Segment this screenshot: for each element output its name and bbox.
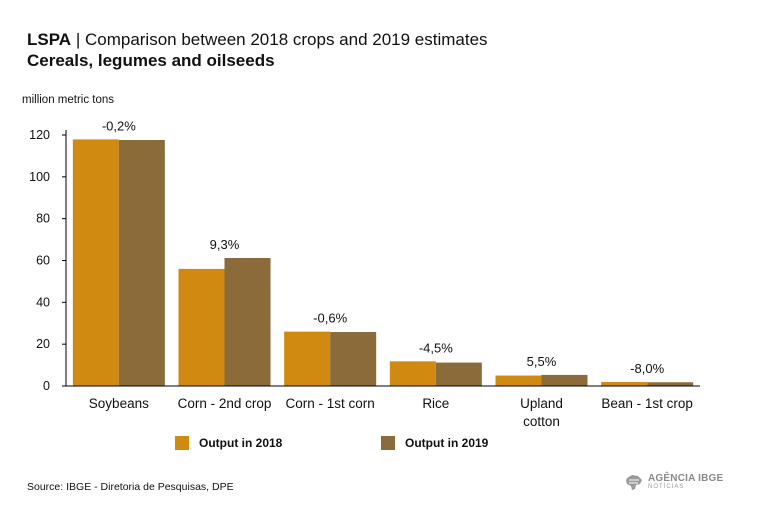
- bar-2018: [178, 268, 225, 386]
- x-tick-label: Upland: [520, 396, 563, 411]
- change-annotation: -0,6%: [313, 311, 347, 326]
- legend-swatch-2018: [175, 436, 189, 450]
- title-separator: |: [75, 30, 81, 49]
- change-annotation: 9,3%: [210, 237, 240, 252]
- y-tick-label: 120: [29, 128, 50, 142]
- y-tick-label: 40: [36, 295, 50, 309]
- y-tick-label: 20: [36, 337, 50, 351]
- logo-subtitle: NOTÍCIAS: [648, 484, 685, 490]
- change-annotation: -8,0%: [630, 361, 664, 376]
- title-text: Comparison between 2018 crops and 2019 e…: [84, 30, 488, 49]
- change-annotation: 5,5%: [527, 354, 557, 369]
- legend-item-2019: Output in 2019: [381, 436, 488, 450]
- title-prefix: LSPA: [27, 30, 72, 49]
- y-tick-label: 100: [29, 170, 50, 184]
- bar-2019: [330, 332, 377, 386]
- x-tick-label: Bean - 1st crop: [601, 396, 693, 411]
- bar-2019: [647, 382, 694, 386]
- y-tick-label: 60: [36, 254, 50, 268]
- logo-title: AGÊNCIA IBGE: [648, 473, 724, 484]
- bar-2018: [72, 139, 119, 386]
- bar-2018: [495, 375, 542, 386]
- agencia-ibge-logo: AGÊNCIA IBGE NOTÍCIAS: [624, 473, 723, 491]
- source-note: Source: IBGE - Diretoria de Pesquisas, D…: [27, 481, 234, 493]
- change-annotation: -0,2%: [102, 118, 136, 133]
- bar-2019: [541, 374, 588, 386]
- x-tick-label: Soybeans: [89, 396, 149, 411]
- chart-subtitle: Cereals, legumes and oilseeds: [27, 51, 275, 70]
- change-annotation: -4,5%: [419, 340, 453, 355]
- bar-2019: [118, 140, 165, 386]
- bar-2018: [284, 331, 331, 386]
- bar-2018: [389, 361, 436, 386]
- x-tick-label: Corn - 2nd crop: [178, 396, 272, 411]
- x-tick-label: Corn - 1st corn: [286, 396, 375, 411]
- x-tick-label: Rice: [422, 396, 449, 411]
- y-tick-label: 0: [43, 379, 50, 393]
- y-axis-label: million metric tons: [22, 94, 115, 106]
- legend-label-2019: Output in 2019: [405, 436, 489, 450]
- x-tick-label: cotton: [523, 414, 560, 429]
- legend-label-2018: Output in 2018: [199, 436, 283, 450]
- legend-swatch-2019: [381, 436, 395, 450]
- bar-2019: [224, 257, 271, 386]
- brazil-map-icon: [626, 475, 642, 490]
- legend-item-2018: Output in 2018: [175, 436, 282, 450]
- bar-2019: [435, 362, 482, 386]
- chart-title: LSPA | Comparison between 2018 crops and…: [27, 30, 488, 50]
- y-tick-label: 80: [36, 212, 50, 226]
- bar-2018: [601, 382, 648, 386]
